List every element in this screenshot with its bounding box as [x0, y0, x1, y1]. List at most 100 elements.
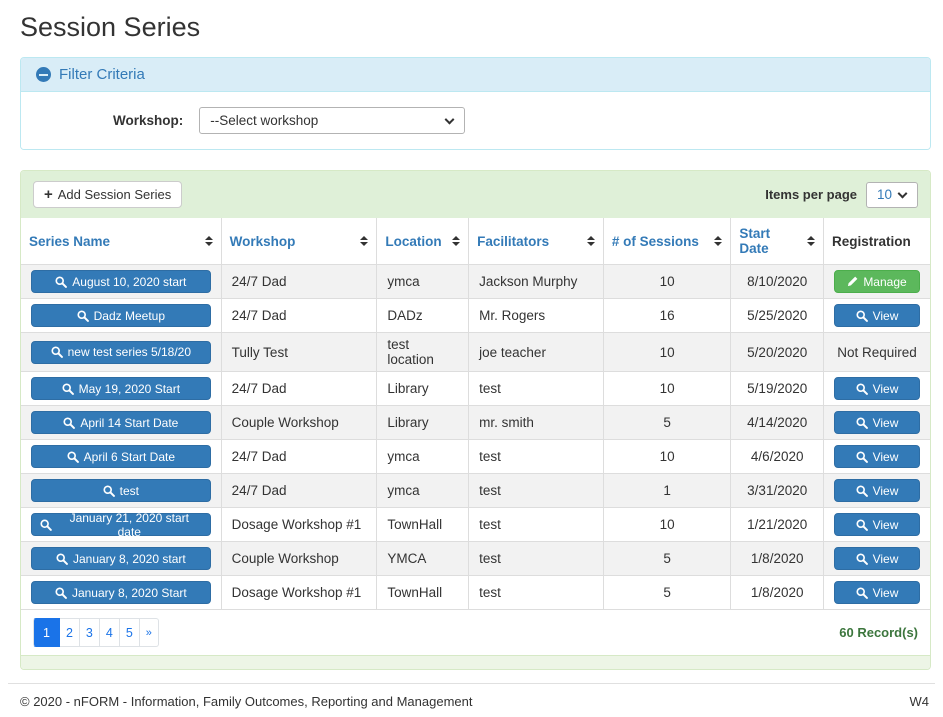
workshop-cell: Dosage Workshop #1	[220, 575, 378, 610]
start-date-cell: 5/20/2020	[730, 332, 824, 372]
search-icon	[56, 552, 68, 565]
sort-icon	[360, 236, 369, 246]
footer-version: W4	[909, 694, 930, 709]
column-header-workshop[interactable]: Workshop	[220, 218, 378, 265]
location-cell: TownHall	[376, 575, 470, 610]
facilitators-cell: test	[468, 371, 604, 406]
series-name-button[interactable]: test	[31, 479, 211, 502]
registration-view-button[interactable]: View	[834, 479, 920, 502]
start-date-cell: 1/8/2020	[730, 541, 824, 576]
filter-body: Workshop: --Select workshop	[21, 92, 930, 149]
series-name-cell: new test series 5/18/20	[21, 332, 222, 372]
registration-text: Not Required	[837, 344, 917, 360]
filter-panel: Filter Criteria Workshop: --Select works…	[20, 57, 931, 150]
search-icon	[77, 309, 89, 322]
series-name-cell: August 10, 2020 start	[21, 264, 222, 299]
column-header-facilitators[interactable]: Facilitators	[468, 218, 604, 265]
search-icon	[55, 586, 67, 599]
series-name-button[interactable]: April 6 Start Date	[31, 445, 211, 468]
series-name-button[interactable]: August 10, 2020 start	[31, 270, 211, 293]
column-header-sessions[interactable]: # of Sessions	[602, 218, 732, 265]
page-2-button[interactable]: 2	[59, 618, 80, 647]
location-cell: ymca	[376, 439, 470, 474]
workshop-cell: Tully Test	[220, 332, 378, 372]
start-date-cell: 5/25/2020	[730, 298, 824, 333]
series-name-button[interactable]: Dadz Meetup	[31, 304, 211, 327]
search-icon	[856, 552, 868, 565]
start-date-cell: 4/6/2020	[730, 439, 824, 474]
series-name-cell: May 19, 2020 Start	[21, 371, 222, 406]
workshop-cell: 24/7 Dad	[220, 371, 378, 406]
series-name-button[interactable]: April 14 Start Date	[31, 411, 211, 434]
workshop-select[interactable]: --Select workshop	[199, 107, 466, 134]
registration-cell: View	[823, 371, 930, 406]
sessions-cell: 10	[602, 507, 732, 542]
location-cell: TownHall	[376, 507, 470, 542]
registration-cell: View	[823, 575, 930, 610]
chevron-down-icon	[444, 114, 455, 125]
registration-view-button[interactable]: View	[834, 513, 920, 536]
column-header-series-name[interactable]: Series Name	[21, 218, 222, 265]
table-row: test 24/7 Dad ymca test 1 3/31/2020 View	[21, 473, 930, 508]
start-date-cell: 3/31/2020	[730, 473, 824, 508]
chevron-down-icon	[897, 188, 908, 199]
registration-cell: View	[823, 473, 930, 508]
filter-criteria-header[interactable]: Filter Criteria	[21, 58, 930, 92]
search-icon	[62, 382, 74, 395]
facilitators-cell: test	[468, 507, 604, 542]
series-name-cell: April 6 Start Date	[21, 439, 222, 474]
registration-view-button[interactable]: View	[834, 304, 920, 327]
series-name-button[interactable]: January 21, 2020 start date	[31, 511, 211, 539]
sessions-cell: 1	[602, 473, 732, 508]
record-count: 60 Record(s)	[839, 625, 918, 640]
add-session-series-button[interactable]: + Add Session Series	[33, 181, 183, 208]
registration-view-button[interactable]: View	[834, 581, 920, 604]
start-date-cell: 8/10/2020	[730, 264, 824, 299]
table-header-row: Series Name Workshop Location Facilitato…	[21, 218, 930, 265]
registration-view-button[interactable]: View	[834, 411, 920, 434]
page-5-button[interactable]: 5	[119, 618, 140, 647]
series-name-button[interactable]: January 8, 2020 Start	[31, 581, 211, 604]
registration-view-button[interactable]: View	[834, 445, 920, 468]
filter-criteria-title: Filter Criteria	[59, 66, 145, 83]
search-icon	[40, 519, 52, 531]
items-per-page-select[interactable]: 10	[866, 181, 918, 208]
items-per-page: Items per page 10	[765, 181, 918, 208]
series-name-button[interactable]: May 19, 2020 Start	[31, 377, 211, 400]
page-1-button[interactable]: 1	[33, 618, 60, 647]
panel-footer	[21, 655, 930, 669]
search-icon	[856, 586, 868, 599]
column-header-start-date[interactable]: Start Date	[730, 218, 824, 265]
registration-view-button[interactable]: View	[834, 377, 920, 400]
search-icon	[51, 346, 63, 358]
next-page-button[interactable]: »	[139, 618, 159, 647]
page-title: Session Series	[20, 12, 201, 42]
page-4-button[interactable]: 4	[99, 618, 120, 647]
search-icon	[856, 450, 868, 463]
add-session-series-label: Add Session Series	[57, 187, 172, 202]
pencil-icon	[848, 276, 858, 287]
page-3-button[interactable]: 3	[79, 618, 100, 647]
pagination: 1 2 3 4 5 »	[33, 618, 159, 647]
facilitators-cell: Jackson Murphy	[468, 264, 604, 299]
series-name-button[interactable]: new test series 5/18/20	[31, 340, 211, 364]
sessions-cell: 10	[602, 371, 732, 406]
column-header-location[interactable]: Location	[376, 218, 470, 265]
table-row: April 14 Start Date Couple Workshop Libr…	[21, 405, 930, 440]
footer-divider	[8, 683, 935, 684]
page-footer: © 2020 - nFORM - Information, Family Out…	[8, 683, 935, 709]
start-date-cell: 1/8/2020	[730, 575, 824, 610]
workshop-cell: Couple Workshop	[220, 541, 378, 576]
sessions-cell: 10	[602, 264, 732, 299]
registration-view-button[interactable]: View	[834, 547, 920, 570]
sort-icon	[586, 236, 595, 246]
registration-manage-button[interactable]: Manage	[834, 270, 920, 293]
workshop-cell: 24/7 Dad	[220, 264, 378, 299]
search-icon	[63, 416, 76, 429]
sessions-cell: 5	[602, 405, 732, 440]
minus-circle-icon[interactable]	[36, 67, 51, 82]
series-name-button[interactable]: January 8, 2020 start	[31, 547, 211, 570]
panel-toolbar: + Add Session Series Items per page 10	[21, 171, 930, 218]
workshop-cell: Dosage Workshop #1	[220, 507, 378, 542]
